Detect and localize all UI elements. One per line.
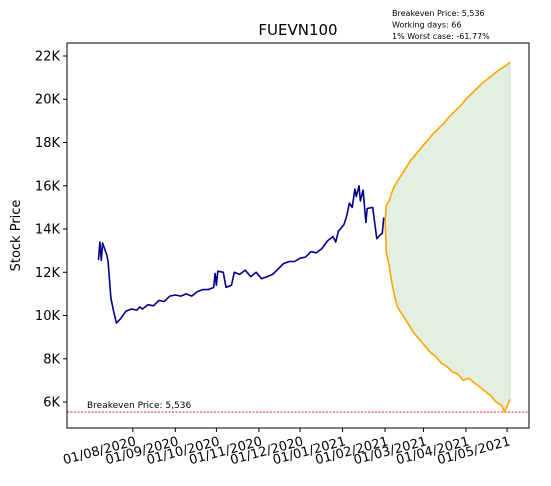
y-tick-label: 8K bbox=[43, 352, 60, 367]
y-tick-label: 10K bbox=[35, 309, 61, 324]
breakeven-label: Breakeven Price: 5,536 bbox=[87, 401, 191, 411]
projection-upper-line bbox=[384, 61, 511, 222]
y-tick-label: 14K bbox=[35, 223, 61, 238]
y-tick-label: 16K bbox=[35, 179, 61, 194]
y-axis-label: Stock Price bbox=[9, 200, 24, 272]
plot-frame bbox=[66, 42, 530, 429]
chart-title: FUEVN100 bbox=[258, 21, 337, 39]
annotation-line: 1% Worst case: -61.77% bbox=[392, 32, 490, 41]
projection-band bbox=[385, 62, 510, 412]
y-tick-label: 22K bbox=[35, 49, 61, 64]
annotation-line: Breakeven Price: 5,536 bbox=[392, 9, 485, 18]
y-tick-label: 12K bbox=[35, 266, 61, 281]
projection-lower-line bbox=[384, 219, 511, 413]
y-tick-label: 20K bbox=[35, 93, 61, 108]
historical-price-line bbox=[97, 185, 385, 324]
y-tick-label: 18K bbox=[35, 136, 61, 151]
y-tick-label: 6K bbox=[43, 396, 60, 411]
annotation-line: Working days: 66 bbox=[392, 21, 461, 30]
